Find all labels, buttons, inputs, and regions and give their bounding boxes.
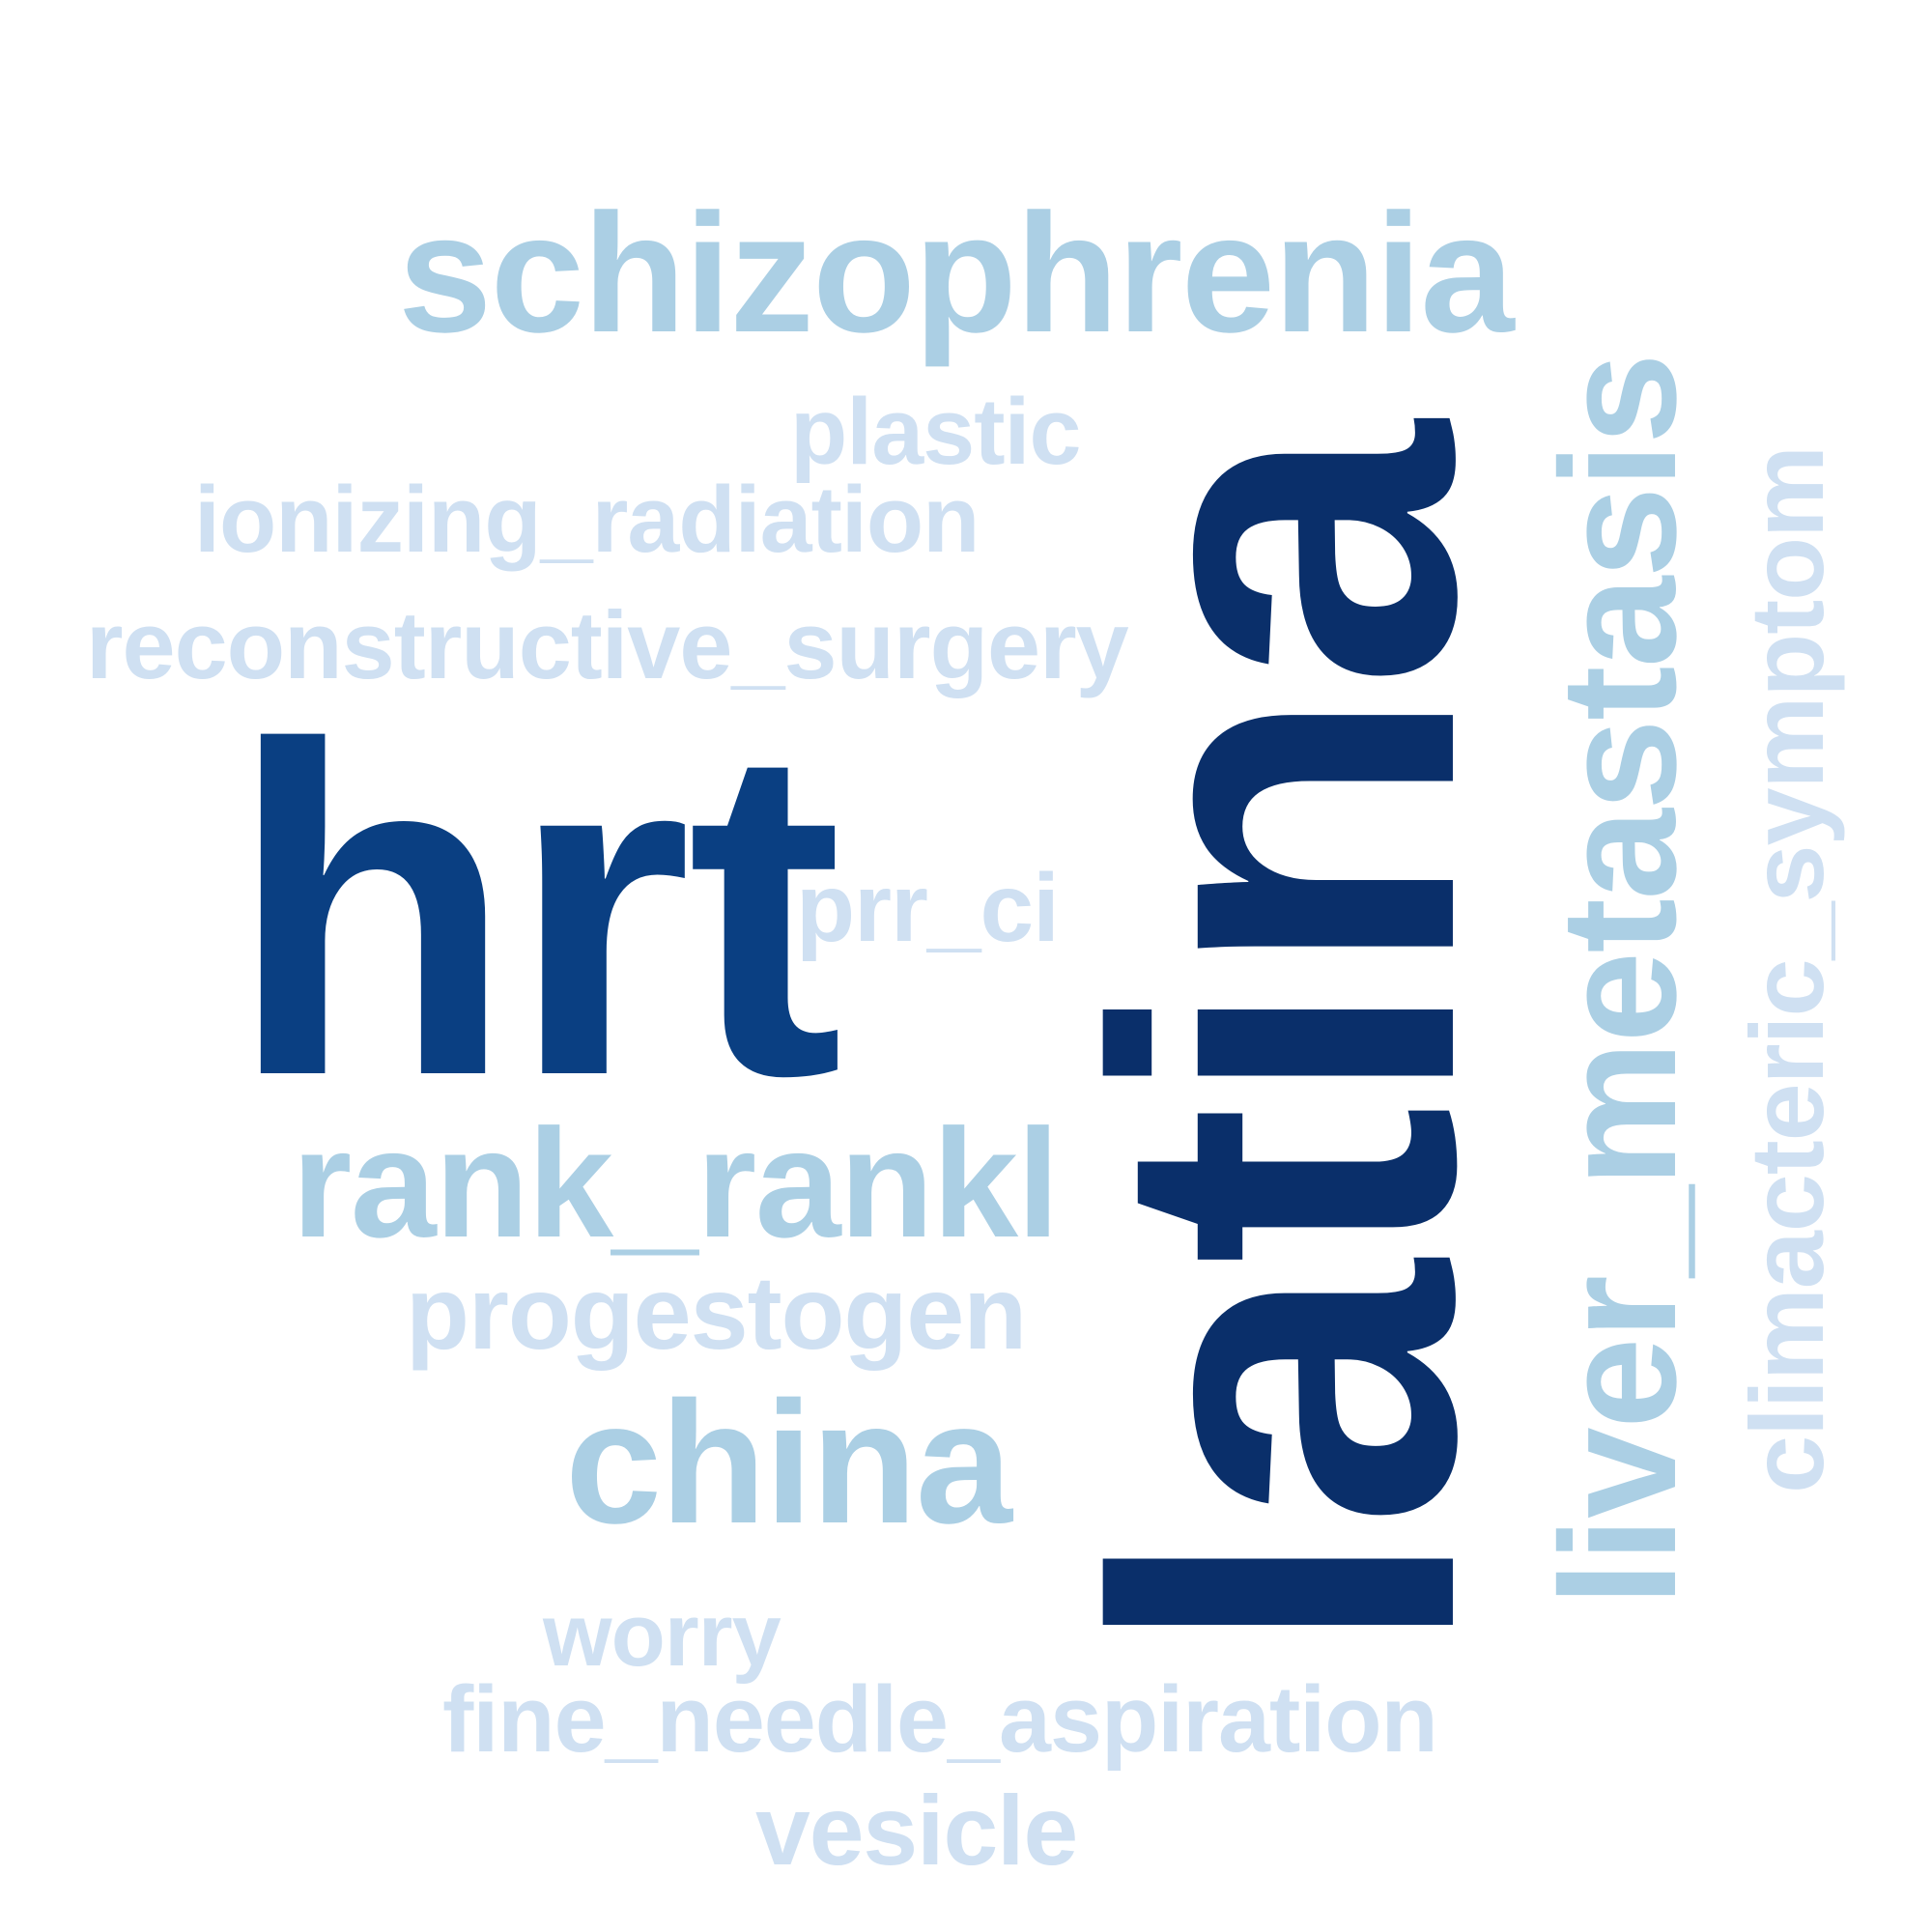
word-vesicle: vesicle [755,1776,1078,1886]
word-china: china [565,1366,1012,1560]
word-fine-needle-aspiration: fine_needle_aspiration [442,1666,1438,1772]
word-ionizing-radiation: ionizing_radiation [194,467,980,572]
word-rank-rankl: rank_rankl [292,1096,1060,1269]
word-climacteric-symptom: climacteric_symptom [1728,445,1846,1494]
word-latina: latina [1014,426,1555,1659]
word-plastic: plastic [790,379,1081,484]
word-liver-metastasis: liver_metastasis [1526,355,1711,1606]
word-reconstructive-surgery: reconstructive_surgery [86,591,1129,698]
word-hrt: hrt [228,649,843,1173]
word-worry: worry [543,1586,781,1685]
word-schizophrenia: schizophrenia [398,180,1515,368]
word-progestogen: progestogen [406,1254,1027,1371]
word-prr-ci: prr_ci [796,854,1060,962]
